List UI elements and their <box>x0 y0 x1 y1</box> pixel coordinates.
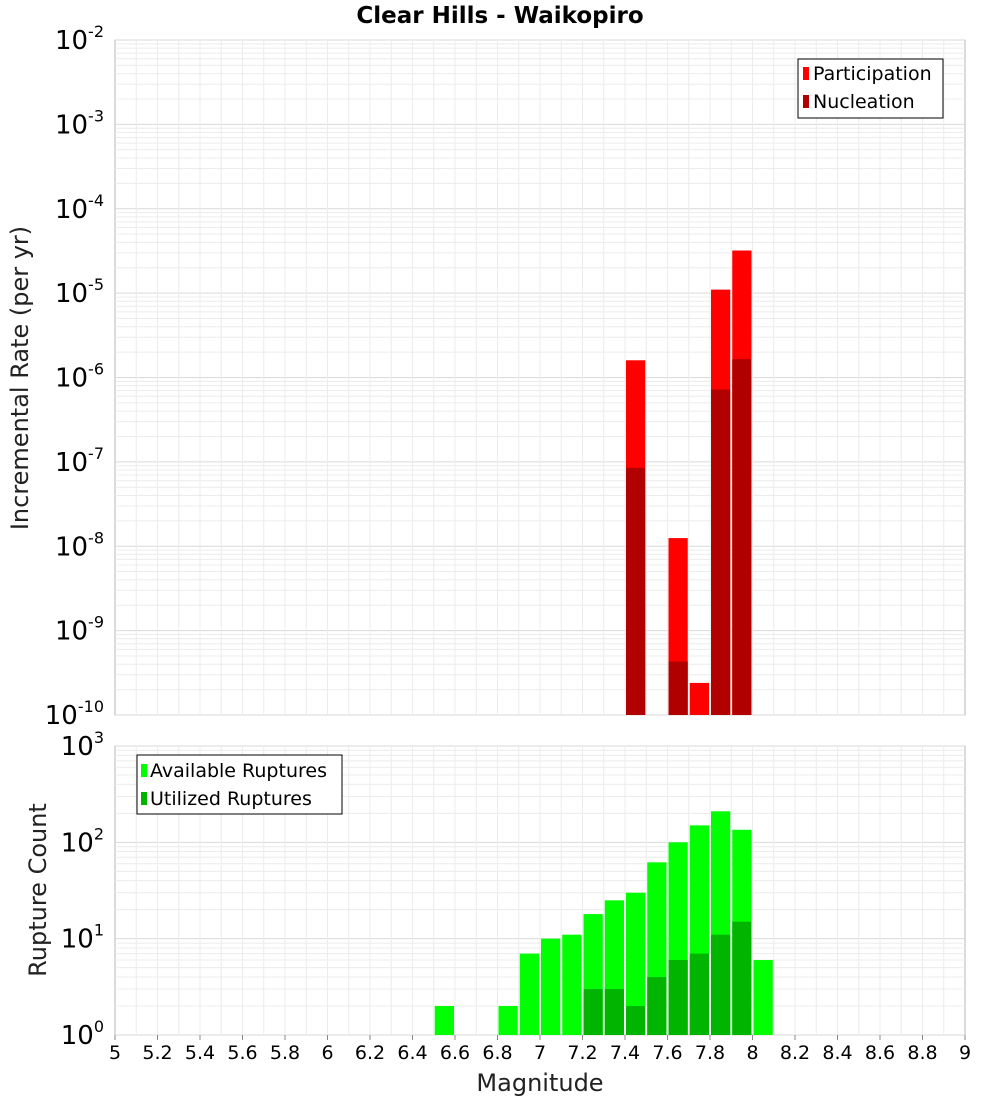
bottom-bar-series-0 <box>562 934 582 1035</box>
top-bar-series-1 <box>626 467 646 715</box>
bottom-legend: Available Ruptures Utilized Ruptures <box>136 754 343 815</box>
bottom-bar-series-0 <box>434 1006 454 1035</box>
top-legend: Participation Nucleation <box>797 58 944 119</box>
top-y-tick-label: 10-3 <box>55 106 104 140</box>
bottom-y-axis-label: Rupture Count <box>24 803 52 977</box>
bottom-plot-grid <box>115 745 965 1036</box>
legend-label-available: Available Ruptures <box>150 760 327 782</box>
bottom-plot-bars <box>434 811 773 1035</box>
x-tick-label: 8.8 <box>907 1042 937 1064</box>
top-y-tick-label: 10-4 <box>55 191 104 225</box>
top-plot-grid <box>115 39 965 716</box>
bottom-bar-series-0 <box>519 953 539 1035</box>
legend-label-utilized: Utilized Ruptures <box>150 788 312 810</box>
x-tick-label: 8.6 <box>865 1042 895 1064</box>
bottom-bar-series-1 <box>689 953 709 1035</box>
x-tick-label: 5.6 <box>227 1042 257 1064</box>
x-tick-label: 7.2 <box>567 1042 597 1064</box>
top-y-tick-label: 10-7 <box>55 444 104 478</box>
top-y-tick-label: 10-2 <box>55 22 104 56</box>
bottom-bar-series-0 <box>541 938 561 1035</box>
legend-label-nucleation: Nucleation <box>813 91 915 113</box>
bottom-bar-series-1 <box>604 989 624 1035</box>
bottom-y-tick-label: 101 <box>61 921 104 955</box>
x-tick-label: 9 <box>959 1042 971 1064</box>
x-tick-label: 7.8 <box>695 1042 725 1064</box>
bottom-bar-series-1 <box>668 960 688 1035</box>
x-tick-label: 8.2 <box>780 1042 810 1064</box>
bottom-y-tick-label: 102 <box>61 824 104 858</box>
legend-label-participation: Participation <box>813 63 932 85</box>
x-tick-label: 5.2 <box>142 1042 172 1064</box>
bottom-bar-series-1 <box>711 934 731 1035</box>
legend-swatch-nucleation <box>803 95 809 108</box>
bottom-y-tick-label: 100 <box>61 1017 104 1051</box>
legend-swatch-participation <box>803 67 809 80</box>
bottom-y-tick-label: 103 <box>61 728 104 762</box>
x-tick-label: 6.2 <box>355 1042 385 1064</box>
bottom-bar-series-0 <box>753 960 773 1035</box>
top-y-tick-label: 10-6 <box>55 360 104 394</box>
top-y-tick-label: 10-10 <box>45 697 104 731</box>
x-tick-label: 6.4 <box>397 1042 427 1064</box>
x-tick-label: 6.6 <box>440 1042 470 1064</box>
top-y-tick-label: 10-5 <box>55 275 104 309</box>
x-tick-label: 7.6 <box>652 1042 682 1064</box>
x-tick-label: 5.8 <box>270 1042 300 1064</box>
chart-title: Clear Hills - Waikopiro <box>356 3 643 29</box>
x-tick-label: 7.4 <box>610 1042 640 1064</box>
bottom-bar-series-0 <box>498 1006 518 1035</box>
bottom-bar-series-1 <box>732 921 752 1035</box>
bottom-legend-box <box>136 754 343 815</box>
bottom-bar-series-1 <box>647 977 667 1035</box>
x-tick-label: 5 <box>109 1042 121 1064</box>
top-y-tick-label: 10-9 <box>55 613 104 647</box>
x-tick-label: 6 <box>321 1042 333 1064</box>
x-tick-label: 8.4 <box>822 1042 852 1064</box>
top-bar-series-1 <box>668 661 688 715</box>
x-tick-label: 7 <box>534 1042 546 1064</box>
top-plot-y-ticks: 10-10 10-9 10-8 10-7 10-6 10-5 10-4 10-3 10-2 <box>45 22 104 731</box>
bottom-bar-series-1 <box>626 1006 646 1035</box>
top-bar-series-0 <box>689 682 709 715</box>
x-tick-label: 8 <box>746 1042 758 1064</box>
bottom-plot-y-ticks: 100 101 102 103 <box>61 728 104 1051</box>
x-axis-label: Magnitude <box>476 1069 603 1097</box>
top-bar-series-1 <box>711 389 731 715</box>
top-y-axis-label: Incremental Rate (per yr) <box>6 226 34 530</box>
x-axis-ticks: 5 5.2 5.4 5.6 5.8 6 6.2 6.4 6.6 6.8 7 7.2 7.4 7.6 7.8 8… <box>109 1035 971 1064</box>
bottom-bar-series-0 <box>626 892 646 1035</box>
legend-swatch-utilized <box>141 792 147 805</box>
x-tick-label: 5.4 <box>185 1042 215 1064</box>
top-legend-box <box>797 58 944 119</box>
top-bar-series-1 <box>732 359 752 715</box>
x-tick-label: 6.8 <box>482 1042 512 1064</box>
bottom-bar-series-1 <box>583 989 603 1035</box>
top-y-tick-label: 10-8 <box>55 528 104 562</box>
top-plot-bars <box>626 250 752 715</box>
legend-swatch-available <box>141 764 147 777</box>
